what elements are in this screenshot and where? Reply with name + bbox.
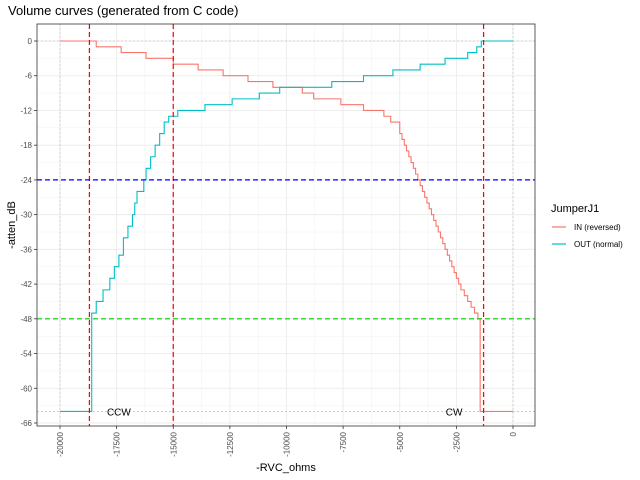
grid-minor (37, 24, 535, 426)
x-tick-label: -5000 (396, 431, 405, 452)
y-tick-label: -24 (20, 176, 32, 185)
chart-title: Volume curves (generated from C code) (8, 3, 239, 18)
panel-border (36, 23, 536, 427)
x-tick-label: -15000 (169, 431, 178, 456)
y-tick-label: -60 (20, 384, 32, 393)
annotation-ccw: CCW (107, 407, 131, 418)
x-tick-label: -7500 (339, 431, 348, 452)
annotations: CCW CW (107, 407, 463, 418)
legend-label: IN (reversed) (574, 223, 621, 232)
y-tick-label: -6 (25, 72, 33, 81)
x-axis-title: -RVC_ohms (256, 462, 316, 474)
y-tick-label: -48 (20, 315, 32, 324)
x-tick-label: -20000 (56, 431, 65, 456)
y-tick-label: -36 (20, 245, 32, 254)
series-layer (60, 40, 513, 412)
y-tick-label: -18 (20, 141, 32, 150)
legend-label: OUT (normal) (574, 240, 623, 249)
y-tick-label: -54 (20, 350, 32, 359)
x-tick-label: -10000 (283, 431, 292, 456)
faint-reference-lines (37, 24, 535, 426)
plot-panel (37, 24, 535, 426)
x-tick-label: -17500 (113, 431, 122, 456)
grid-major (37, 24, 535, 426)
legend-title: JumperJ1 (551, 203, 599, 215)
y-tick-label: 0 (28, 37, 33, 46)
x-tick-label: 0 (509, 431, 518, 436)
series-line-out-normal (60, 40, 513, 412)
legend: JumperJ1 IN (reversed) OUT (normal) (551, 203, 623, 252)
annotation-cw: CW (446, 407, 463, 418)
x-tick-label: -12500 (226, 431, 235, 456)
y-tick-label: -42 (20, 280, 32, 289)
x-tick-label: -2500 (452, 431, 461, 452)
y-tick-label: -12 (20, 106, 32, 115)
legend-keys: IN (reversed) OUT (normal) (551, 219, 623, 252)
y-tick-label: -66 (20, 419, 32, 428)
series-line-in-reversed (60, 40, 513, 412)
y-axis-title: -atten_dB (6, 201, 18, 249)
reference-lines (37, 24, 535, 426)
y-axis-ticks: 0 -6 -12 -18 -24 -30 -36 -42 -48 -54 -60 -66 (20, 37, 37, 428)
y-tick-label: -30 (20, 211, 32, 220)
x-axis-ticks: -20000 -17500 -15000 -12500 -10000 -7500 -5000… (56, 426, 518, 457)
